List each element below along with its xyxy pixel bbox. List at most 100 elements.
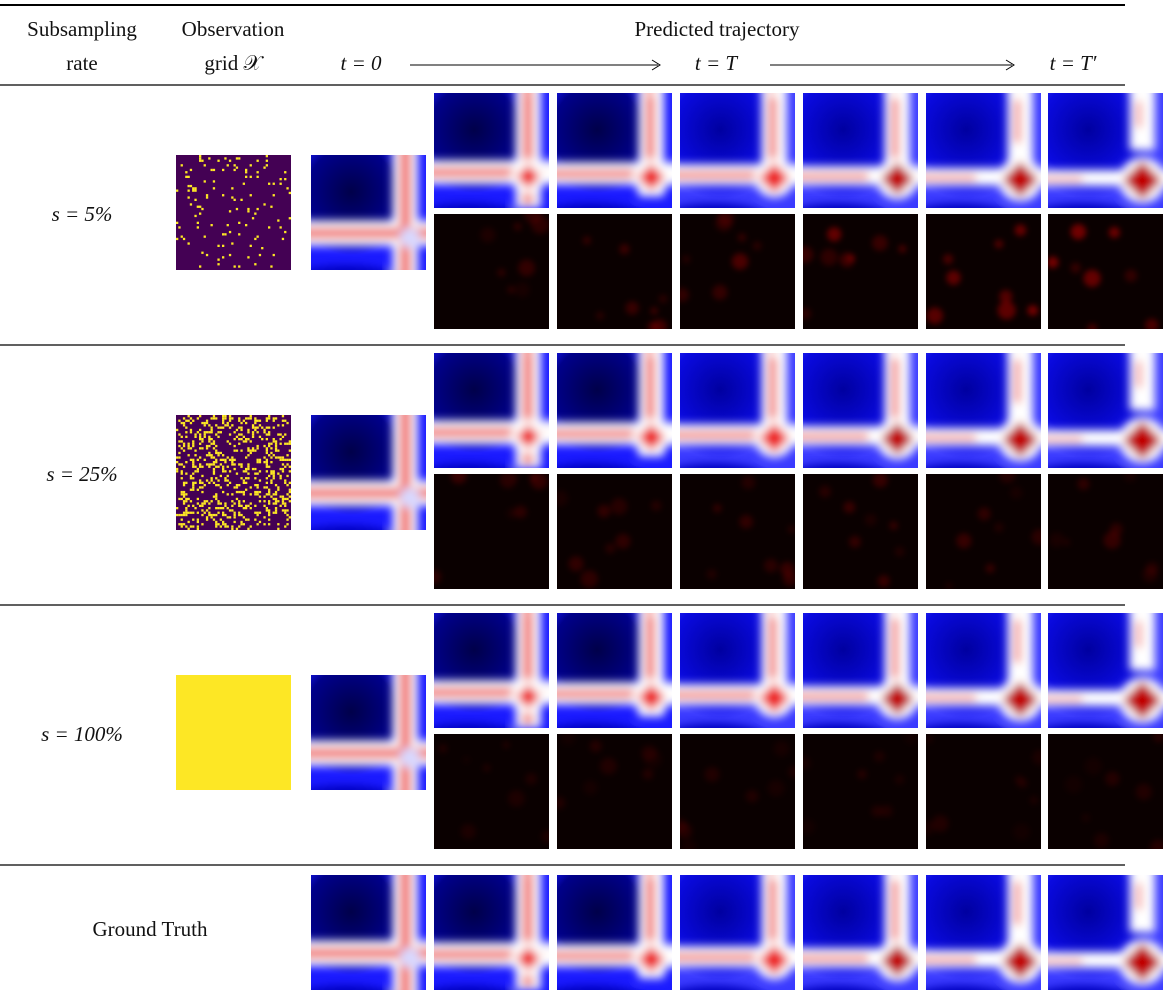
field-bands	[1048, 875, 1163, 990]
observation-grid	[176, 415, 291, 530]
field-tile	[1048, 613, 1163, 728]
field-tile	[926, 875, 1041, 990]
field-bands	[926, 93, 1041, 208]
error-tile	[680, 734, 795, 849]
tiles	[176, 93, 1163, 990]
error-tile	[803, 214, 918, 329]
field-bands	[803, 353, 918, 468]
time-label: t = T	[695, 51, 739, 75]
error-tile	[557, 734, 672, 849]
field-bands	[311, 675, 426, 790]
error-bg	[803, 214, 918, 329]
error-spots	[945, 474, 1041, 589]
header: grid 𝒳	[204, 51, 264, 75]
error-spots	[582, 236, 668, 329]
field-tile	[557, 353, 672, 468]
field-bands	[926, 353, 1041, 468]
error-spots	[680, 214, 762, 302]
field-bands	[1048, 93, 1163, 208]
field-bands	[434, 93, 549, 208]
error-tile	[557, 474, 672, 589]
error-tile	[803, 734, 918, 849]
error-spots	[706, 475, 795, 587]
field-bands	[926, 875, 1041, 990]
row-label: s = 25%	[46, 462, 117, 486]
field-tile	[557, 613, 672, 728]
field-tile	[557, 875, 672, 990]
field-bands	[311, 415, 426, 530]
error-spots	[680, 740, 795, 849]
field-tile	[803, 875, 918, 990]
field-tile	[926, 613, 1041, 728]
error-tile	[557, 214, 672, 329]
error-tile	[926, 734, 1041, 849]
field-tile	[803, 93, 918, 208]
error-spots	[926, 735, 1041, 841]
error-spots	[1064, 734, 1163, 849]
field-bands	[680, 875, 795, 990]
error-tile	[434, 214, 549, 329]
time-label: t = 0	[340, 51, 382, 75]
error-spots	[926, 224, 1039, 325]
time-label: t = T′	[1050, 51, 1097, 75]
row-label: s = 100%	[41, 722, 123, 746]
error-spots	[434, 474, 548, 584]
field-tile	[434, 353, 549, 468]
field-tile	[926, 353, 1041, 468]
field-tile	[680, 613, 795, 728]
field-bands	[434, 353, 549, 468]
field-bands	[803, 875, 918, 990]
arrows	[410, 59, 1015, 71]
field-bands	[680, 93, 795, 208]
field-tile	[311, 675, 426, 790]
error-tile	[1048, 214, 1163, 329]
field-bands	[680, 353, 795, 468]
field-bands	[926, 613, 1041, 728]
field-tile	[680, 93, 795, 208]
field-bands	[311, 875, 426, 990]
error-tile	[434, 474, 549, 589]
field-tile	[311, 875, 426, 990]
field-bands	[557, 613, 672, 728]
field-bands	[1048, 613, 1163, 728]
header: rate	[66, 51, 97, 75]
field-bands	[803, 613, 918, 728]
field-bands	[557, 93, 672, 208]
error-spots	[557, 490, 662, 588]
header: Observation	[182, 17, 285, 41]
row-label: s = 5%	[52, 202, 113, 226]
field-tile	[311, 155, 426, 270]
error-spots	[438, 741, 549, 843]
error-tile	[434, 734, 549, 849]
error-bg	[680, 474, 795, 589]
field-tile	[434, 875, 549, 990]
field-bands	[557, 353, 672, 468]
field-tile	[803, 353, 918, 468]
field-bands	[434, 613, 549, 728]
error-bg	[434, 474, 549, 589]
field-bands	[803, 93, 918, 208]
field-bands	[557, 875, 672, 990]
row-label: Ground Truth	[93, 917, 208, 941]
field-bands	[1048, 353, 1163, 468]
field-tile	[434, 613, 549, 728]
header: Subsampling	[27, 17, 137, 41]
error-bg	[926, 474, 1041, 589]
error-tile	[680, 474, 795, 589]
observation-grid	[176, 155, 291, 270]
error-spots	[818, 474, 905, 588]
error-tile	[680, 214, 795, 329]
header: Predicted trajectory	[634, 17, 800, 41]
field-tile	[557, 93, 672, 208]
error-tile	[926, 214, 1041, 329]
error-tile	[803, 474, 918, 589]
field-tile	[1048, 93, 1163, 208]
error-spots	[1048, 223, 1159, 329]
field-bands	[434, 875, 549, 990]
error-bg	[557, 474, 672, 589]
error-bg	[680, 214, 795, 329]
error-bg	[1048, 214, 1163, 329]
field-tile	[1048, 875, 1163, 990]
field-bands	[680, 613, 795, 728]
error-bg	[1048, 474, 1163, 589]
